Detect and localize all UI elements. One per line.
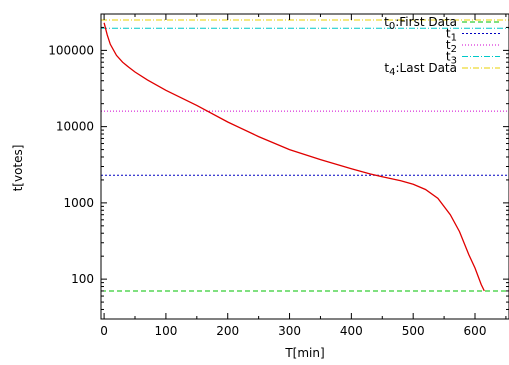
y-tick-label: 10000 xyxy=(56,120,94,134)
y-axis: 100 1000 10000 100000 xyxy=(48,13,509,320)
legend-label-t0: t0:First Data xyxy=(384,15,457,32)
reference-lines xyxy=(101,19,509,292)
legend-label-t4: t4:Last Data xyxy=(384,61,457,78)
data-curve-layer xyxy=(103,22,485,292)
x-tick-label: 500 xyxy=(402,324,425,338)
x-tick-label: 200 xyxy=(216,324,239,338)
x-tick-label: 0 xyxy=(100,324,108,338)
legend-label-t1: t1 xyxy=(446,27,457,44)
y-axis-label: t[votes] xyxy=(11,145,25,192)
y-tick-label: 1000 xyxy=(63,196,94,210)
y-tick-label: 100 xyxy=(71,272,94,286)
x-tick-label: 400 xyxy=(340,324,363,338)
x-tick-label: 100 xyxy=(154,324,177,338)
y-tick-label: 100000 xyxy=(48,43,94,57)
x-tick-label: 300 xyxy=(278,324,301,338)
x-tick-label: 600 xyxy=(464,324,487,338)
x-axis-label: T[min] xyxy=(284,346,324,360)
legend-label-t2: t2 xyxy=(446,38,457,55)
data-curve xyxy=(103,22,485,292)
x-axis: 0 100 200 300 400 500 600 xyxy=(100,14,507,338)
legend-label-t3: t3 xyxy=(446,50,457,67)
